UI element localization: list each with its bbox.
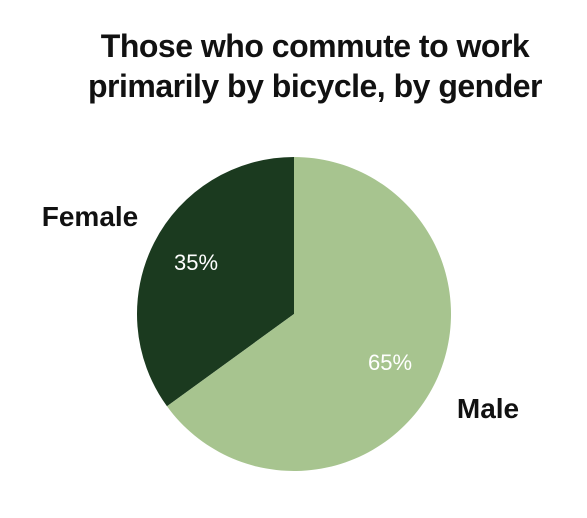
pie-slice-male (166, 157, 452, 471)
pie-category-label-female: Female (42, 201, 139, 232)
pie-value-label-male: 65% (368, 350, 412, 375)
pie-value-label-female: 35% (174, 250, 218, 275)
chart-title-line-1: Those who commute to work (100, 28, 530, 64)
chart-title: Those who commute to work primarily by b… (0, 26, 587, 106)
pie-category-label-male: Male (457, 393, 519, 424)
chart-title-line-2: primarily by bicycle, by gender (87, 68, 543, 104)
pie-slice-female (137, 157, 294, 407)
